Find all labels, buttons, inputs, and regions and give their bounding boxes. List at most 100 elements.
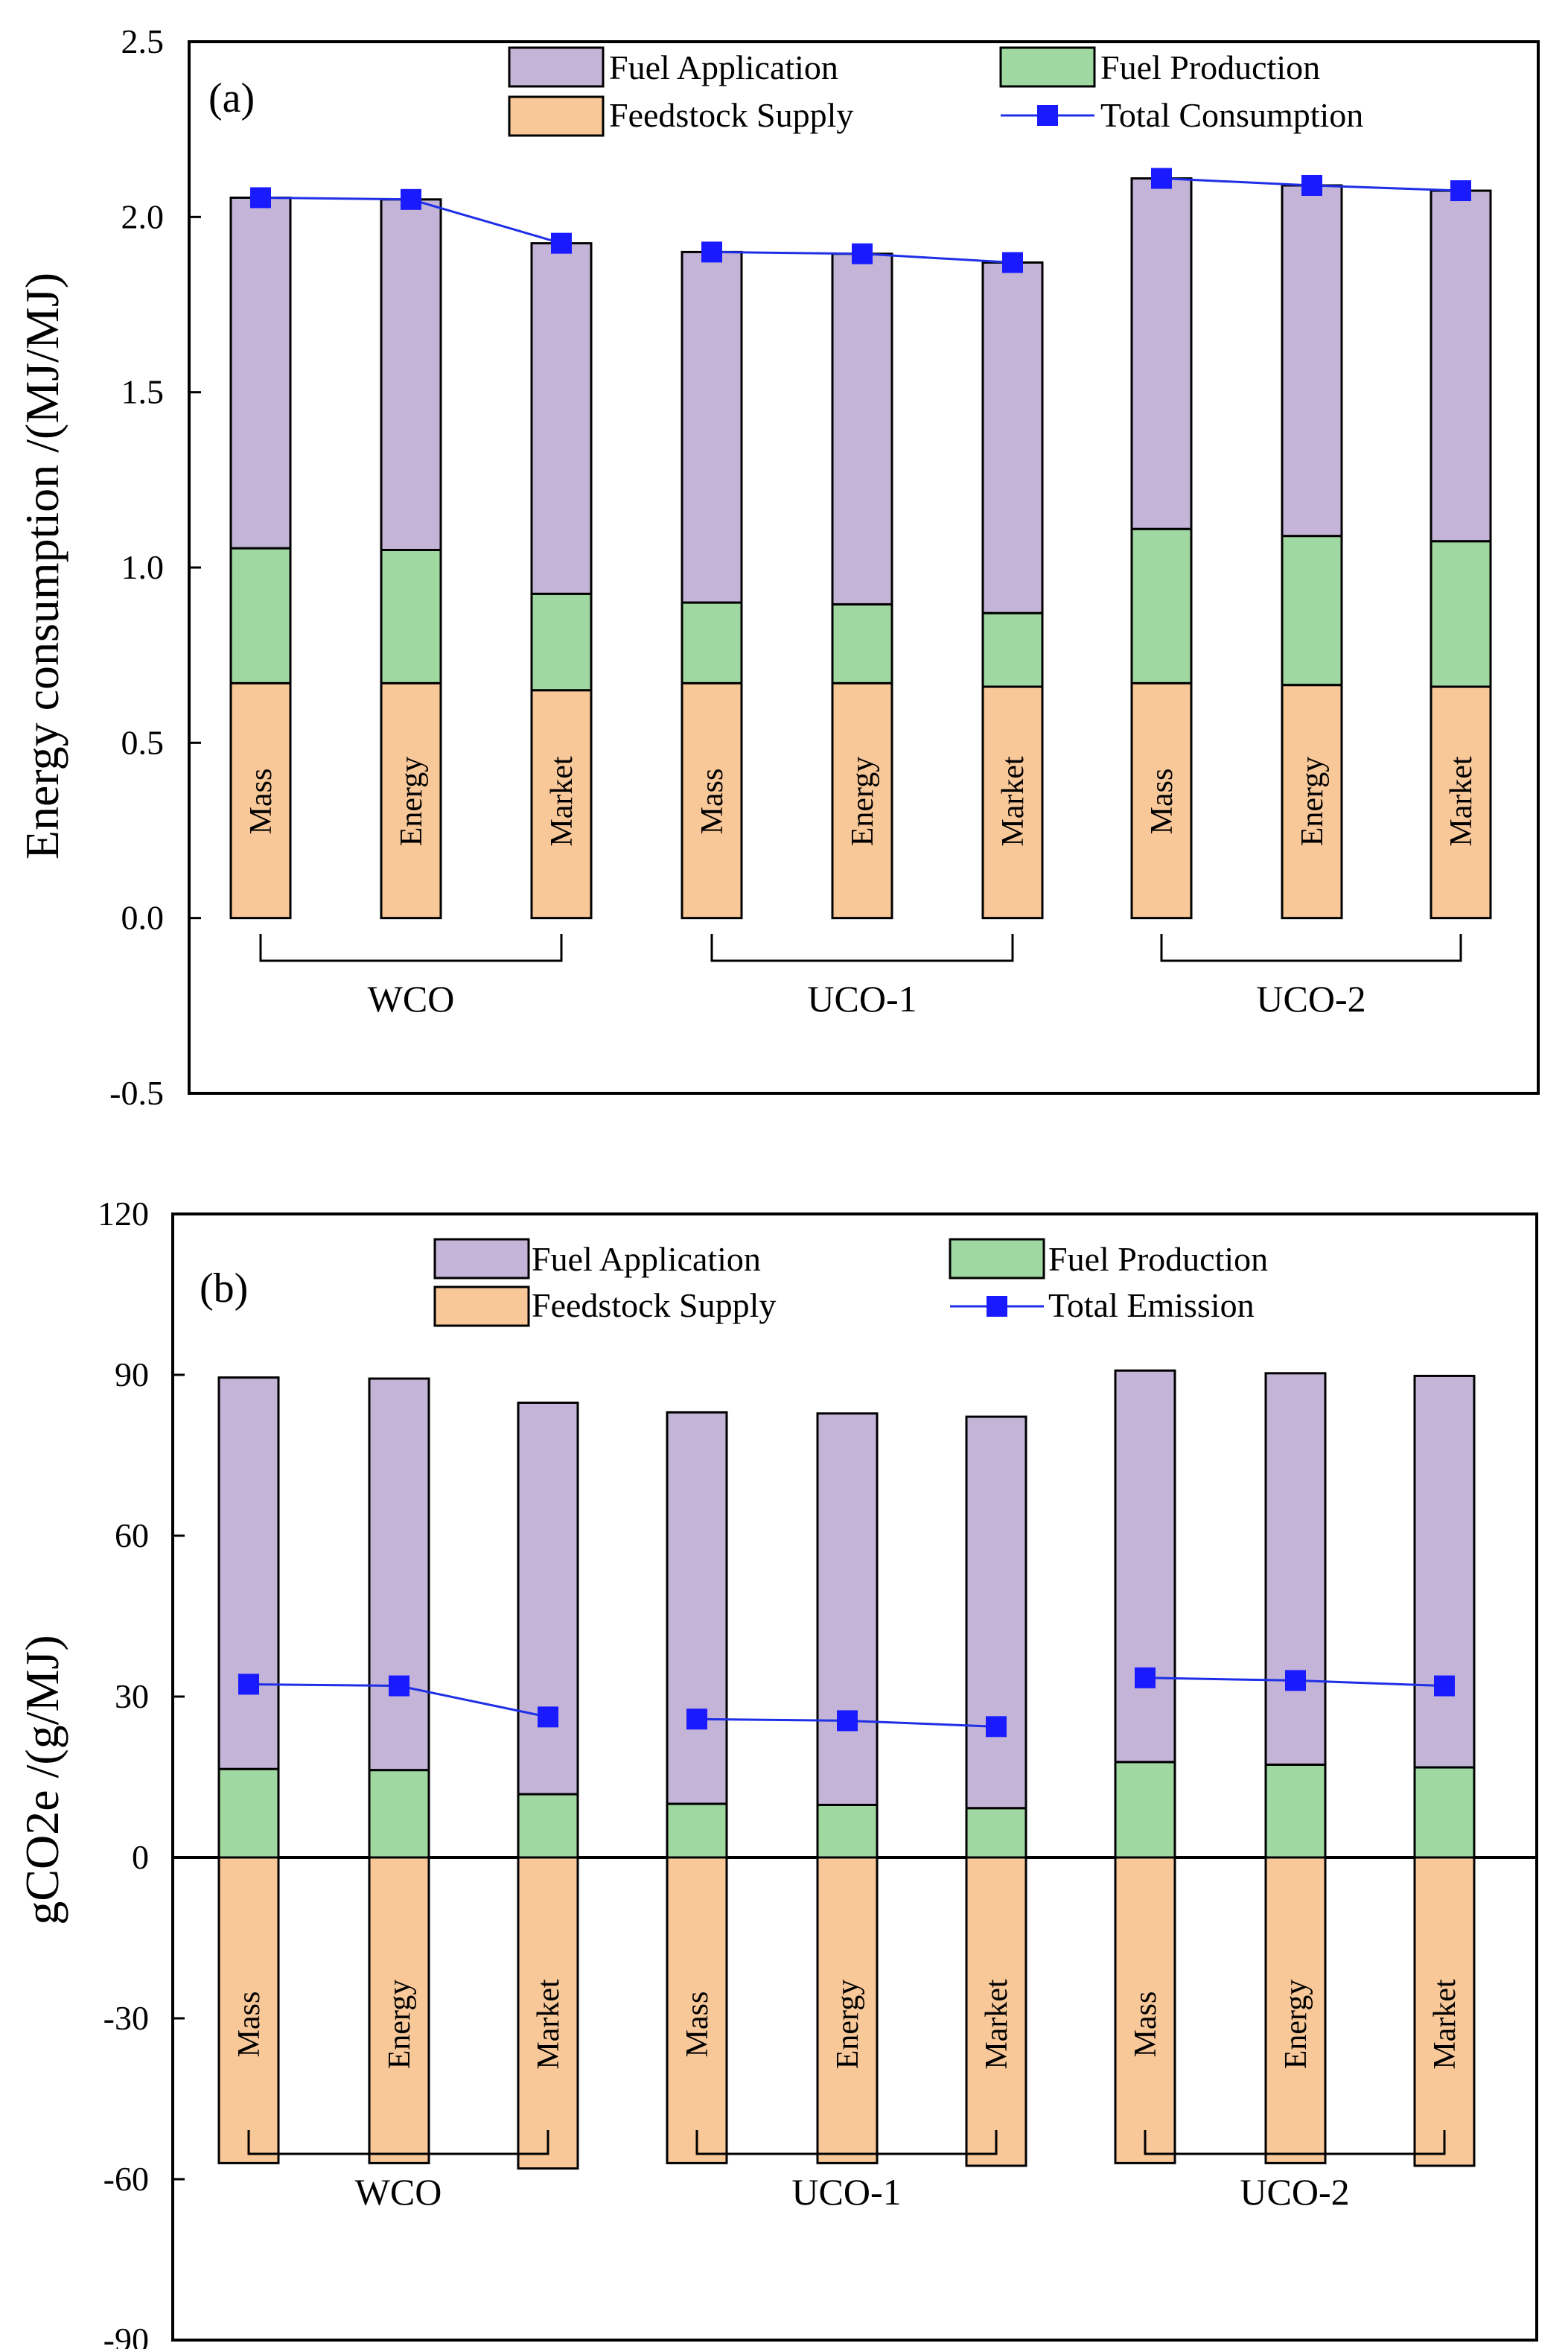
bar-fuel-application [965,1415,1027,1810]
bar-feedstock-supply [831,681,893,920]
panel-b-label: (b) [200,1265,248,1312]
bar-category-label: Mass [695,769,730,835]
bar-category-label: Mass [1129,1992,1163,2058]
legend-a-fuel-application-label: Fuel Application [609,48,838,86]
total-marker [250,187,271,209]
legend-b-feedstock-supply-label: Feedstock Supply [532,1286,776,1324]
bar-category-label: Mass [232,1992,267,2058]
bar-feedstock-supply [816,1856,879,2164]
group-bracket [1160,934,1462,962]
panel-a-total-line [250,168,1471,273]
bar-fuel-application [217,1376,280,1770]
bar-fuel-production [229,547,292,684]
bar-category-label: Energy [395,757,429,847]
total-marker [686,1708,707,1730]
bar-category-label: Market [545,756,579,847]
bar-fuel-application [831,252,893,605]
bar-feedstock-supply [965,1856,1027,2167]
bar-fuel-production [681,601,743,684]
bar-feedstock-supply [1281,684,1343,920]
bar-fuel-production [1130,527,1193,684]
total-marker [551,232,572,254]
bar-feedstock-supply [1430,685,1492,920]
bar-fuel-application [681,250,743,604]
group-bracket [1144,2130,1446,2155]
total-marker [401,188,421,210]
legend-b-fuel-application-label: Fuel Application [532,1240,761,1278]
panel-a-frame [188,40,1540,1095]
y-tick-label: -90 [103,2321,149,2349]
legend-b-total-label: Total Emission [1048,1286,1255,1324]
total-marker [701,241,722,263]
total-marker [1434,1675,1455,1697]
y-tick-label: 60 [115,1516,149,1554]
y-tick-label: -30 [103,1999,149,2037]
bar-fuel-application [666,1411,728,1805]
bar-feedstock-supply [217,1856,280,2164]
bar-fuel-application [1264,1372,1327,1766]
total-marker [1285,1670,1306,1691]
panel-b-emissions: (b) gCO2e /(g/MJ) -90 -60 -30 0 30 60 90 120 Ma… [16,1195,1538,2349]
bar-category-label: Mass [244,769,278,835]
legend-b-fuel-production-swatch [949,1238,1045,1280]
bar-feedstock-supply [530,689,593,920]
bar-category-label: Market [996,756,1030,847]
total-marker [852,243,873,264]
bar-category-label: Energy [383,1980,417,2070]
group-bracket [710,934,1014,962]
legend-b-total-marker [987,1296,1007,1317]
bar-fuel-application [1413,1374,1476,1769]
panel-a-y-ticks: -0.5 0.0 0.5 1.0 1.5 2.0 2.5 [109,22,201,1112]
bar-category-label: Energy [1279,1980,1313,2070]
bar-fuel-production [1413,1766,1476,1859]
panel-a-energy-consumption: (a) Energy consumption /(MJ/MJ) -0.5 0.0 0… [16,22,1540,1112]
panel-a-label: (a) [208,75,255,121]
panel-a-legend: Fuel Application Fuel Production Feedsto… [508,46,1363,137]
total-marker [1301,174,1322,196]
bar-category-label: Market [980,1979,1014,2070]
bar-fuel-application [981,261,1044,614]
bar-fuel-production [1430,540,1492,688]
group-bracket [247,2130,549,2155]
bar-fuel-production [666,1802,728,1859]
panel-b-group-brackets: WCO UCO-1 UCO-2 [247,2130,1446,2213]
total-marker [389,1675,409,1697]
bar-fuel-production [530,592,593,692]
bar-fuel-production [831,603,893,684]
y-tick-label: 2.0 [121,197,165,235]
legend-b-fuel-application-swatch [433,1238,530,1280]
group-label: UCO-2 [1240,2171,1349,2213]
bar-category-label: Mass [1145,769,1179,835]
bar-fuel-application [530,242,593,595]
bar-category-label: Energy [846,757,880,847]
legend-b-fuel-production-label: Fuel Production [1048,1240,1268,1278]
group-label: UCO-1 [807,978,917,1020]
bar-feedstock-supply [981,685,1044,920]
bar-category-label: Market [532,1979,566,2070]
group-label: WCO [368,978,455,1020]
legend-a-fuel-production-swatch [999,46,1096,88]
bar-fuel-application [517,1401,579,1796]
bar-category-label: Energy [1295,757,1330,847]
bar-category-label: Market [1428,1979,1462,2070]
panel-b-frame [171,1212,1538,2342]
bar-feedstock-supply [1264,1856,1327,2164]
legend-a-fuel-application-swatch [508,46,605,88]
total-marker [538,1706,558,1728]
bar-fuel-production [517,1793,579,1859]
panel-a-bars: Mass Energy Market Mass Energy Market Mass Ener… [229,177,1492,920]
legend-a-fuel-production-label: Fuel Production [1100,48,1320,86]
panel-a-group-brackets: WCO UCO-1 UCO-2 [259,934,1462,1020]
bar-fuel-production [1264,1763,1327,1859]
y-tick-label: 1.5 [121,373,165,411]
group-label: UCO-1 [791,2171,901,2213]
bar-fuel-production [217,1767,280,1859]
bar-fuel-application [1130,177,1193,530]
y-tick-label: 0.0 [121,899,165,937]
bar-feedstock-supply [1130,681,1193,920]
bar-feedstock-supply [517,1856,579,2170]
bar-fuel-application [1114,1369,1176,1764]
bar-fuel-application [368,1377,430,1772]
total-marker [1002,252,1023,273]
panel-a-y-axis-title: Energy consumption /(MJ/MJ) [16,273,68,859]
